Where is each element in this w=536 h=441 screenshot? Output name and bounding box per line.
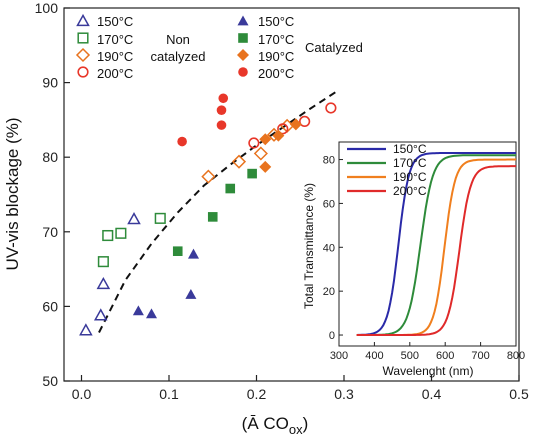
legend-marker-non-catalyzed-square (77, 32, 89, 44)
inset-x-tick-label: 700 (471, 350, 489, 362)
y-tick-label: 50 (42, 373, 58, 389)
data-point-non-catalyzed-square (102, 229, 114, 242)
data-point-catalyzed-diamond (259, 160, 272, 173)
data-point-non-catalyzed-square (154, 212, 166, 224)
legend-marker-catalyzed-circle (238, 67, 248, 77)
main-plot-frame (63, 7, 520, 382)
inset-y-tick-label: 80 (323, 155, 335, 167)
inset-curve (356, 165, 516, 336)
data-point-non-catalyzed-triangle (79, 323, 93, 336)
y-axis-ticks: 50 60 70 80 90 100 (35, 0, 70, 389)
legend-left-label-4: 200°C (97, 66, 133, 81)
inset-x-tick-label: 800 (507, 350, 525, 362)
inset-y-axis-ticks: 0 20 40 60 80 (323, 155, 343, 342)
data-point-catalyzed-diamond (259, 133, 272, 146)
data-points (79, 93, 337, 336)
x-tick-label: 0.4 (422, 386, 442, 402)
legend-right-label-1: 150°C (258, 14, 294, 29)
x-axis-ticks: 0.0 0.1 0.2 0.3 0.4 0.5 (72, 375, 529, 402)
inset-legend-label-3: 190°C (393, 170, 427, 184)
legend-catalyzed-markers (237, 15, 249, 77)
data-point-non-catalyzed-square (97, 256, 109, 268)
x-tick-label: 0.2 (247, 386, 267, 402)
legend-right-label-3: 190°C (258, 49, 294, 64)
legend-right-label-2: 170°C (258, 32, 294, 47)
inset-y-tick-label: 60 (323, 198, 335, 210)
legend-marker-non-catalyzed-circle (77, 66, 89, 78)
inset-y-tick-label: 20 (323, 286, 335, 298)
x-axis-title: (Ā COox) (242, 414, 309, 437)
inset-legend-label-1: 150°C (393, 142, 427, 156)
inset-x-tick-label: 300 (330, 350, 348, 362)
inset-y-axis-title: Total Transmittance (%) (302, 183, 316, 309)
data-point-non-catalyzed-circle (325, 102, 337, 114)
inset-curves (356, 152, 516, 336)
legend-marker-catalyzed-diamond (237, 49, 249, 61)
inset-legend-label-4: 200°C (393, 184, 427, 198)
data-point-non-catalyzed-circle (248, 137, 260, 149)
legend-marker-catalyzed-square (238, 33, 248, 43)
data-point-non-catalyzed-diamond (231, 154, 247, 169)
inset-y-tick-label: 40 (323, 242, 335, 254)
data-point-non-catalyzed-square (115, 227, 127, 239)
inset-legend: 150°C 170°C 190°C 200°C (347, 142, 427, 198)
legend-left-label-1: 150°C (97, 14, 133, 29)
legend-group-non-catalyzed-line1: Non (166, 32, 190, 47)
data-point-non-catalyzed-circle (277, 123, 289, 135)
y-axis-title: UV-vis blockage (%) (3, 117, 22, 270)
data-point-catalyzed-triangle (132, 305, 144, 316)
x-tick-label: 0.3 (334, 386, 354, 402)
x-tick-label: 0.5 (509, 386, 529, 402)
inset-x-axis-title: Wavelenght (nm) (383, 364, 474, 378)
legend-marker-non-catalyzed-diamond (75, 47, 91, 63)
legend-right-label-4: 200°C (258, 66, 294, 81)
trend-line (98, 91, 336, 333)
data-point-catalyzed-circle (216, 105, 227, 116)
data-point-non-catalyzed-triangle (93, 308, 108, 321)
data-point-non-catalyzed-circle (299, 115, 311, 127)
legend-group-catalyzed: Catalyzed (305, 40, 363, 55)
inset-x-tick-label: 500 (401, 350, 419, 362)
data-point-catalyzed-square (247, 168, 257, 179)
data-point-catalyzed-square (225, 183, 236, 194)
data-point-non-catalyzed-diamond (253, 146, 268, 161)
x-tick-label: 0.1 (159, 386, 179, 402)
legend-marker-catalyzed-triangle (237, 15, 249, 26)
data-point-catalyzed-triangle (185, 288, 197, 299)
inset-x-tick-label: 400 (365, 350, 383, 362)
legend: 150°C 170°C 190°C 200°C Non catalyzed 15… (75, 13, 363, 81)
inset-y-tick-label: 0 (329, 330, 335, 342)
data-point-catalyzed-square (172, 246, 183, 256)
y-tick-label: 90 (42, 75, 58, 91)
data-point-catalyzed-circle (177, 136, 187, 147)
data-point-catalyzed-triangle (145, 308, 158, 319)
legend-marker-non-catalyzed-triangle (76, 13, 90, 27)
data-point-non-catalyzed-triangle (96, 276, 111, 290)
inset-plot-frame (338, 141, 517, 347)
y-tick-label: 60 (42, 298, 58, 314)
inset-legend-label-2: 170°C (393, 156, 427, 170)
legend-non-catalyzed-markers (75, 13, 91, 78)
inset-chart: 300 400 500 600 700 800 0 20 40 60 80 150°C 170°C… (302, 141, 525, 378)
data-point-catalyzed-diamond (272, 129, 285, 142)
data-point-catalyzed-circle (218, 93, 229, 104)
data-point-catalyzed-diamond (289, 118, 302, 131)
inset-curve (356, 152, 516, 336)
data-point-non-catalyzed-diamond (201, 169, 216, 184)
legend-left-label-3: 190°C (97, 49, 133, 64)
legend-group-non-catalyzed-line2: catalyzed (151, 49, 206, 64)
legend-left-label-2: 170°C (97, 32, 133, 47)
data-point-catalyzed-circle (216, 120, 227, 130)
data-point-catalyzed-square (207, 212, 218, 222)
x-tick-label: 0.0 (72, 386, 92, 402)
inset-x-tick-label: 600 (436, 350, 454, 362)
data-point-non-catalyzed-triangle (127, 212, 141, 225)
data-point-catalyzed-triangle (187, 248, 200, 259)
inset-x-axis-ticks: 300 400 500 600 700 800 (330, 342, 525, 362)
y-tick-label: 80 (42, 149, 58, 165)
y-tick-label: 100 (35, 0, 59, 16)
y-tick-label: 70 (42, 224, 58, 240)
